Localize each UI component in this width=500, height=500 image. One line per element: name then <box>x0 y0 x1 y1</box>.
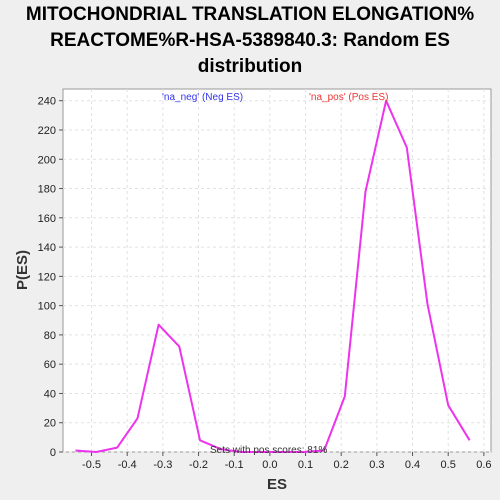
x-tick-label: 0.3 <box>369 459 384 471</box>
title-line-2: REACTOME%R-HSA-5389840.3: Random ES <box>50 30 450 51</box>
y-tick-label: 80 <box>44 330 56 342</box>
y-tick-label: 120 <box>38 271 56 283</box>
x-tick-label: 0.6 <box>476 459 491 471</box>
title-line-1: MITOCHONDRIAL TRANSLATION ELONGATION% <box>25 4 475 25</box>
es-distribution-line <box>75 99 471 453</box>
legend-neg: 'na_neg' (Neg ES) <box>162 92 243 103</box>
x-axis-label: ES <box>267 476 287 493</box>
y-tick-label: 200 <box>38 154 56 166</box>
x-tick-label: 0.1 <box>298 459 313 471</box>
y-tick-label: 220 <box>38 125 56 137</box>
y-tick-label: 20 <box>44 418 56 430</box>
x-tick-label: -0.1 <box>225 459 244 471</box>
x-tick-label: -0.3 <box>153 459 172 471</box>
x-tick-label: 0.5 <box>441 459 456 471</box>
y-tick-label: 140 <box>38 242 56 254</box>
x-axis-ticks: -0.5 -0.4 -0.3 -0.2 -0.1 0.0 0.1 0.2 0.3 0.4 0.5 0.… <box>82 452 492 471</box>
chart-title: MITOCHONDRIAL TRANSLATION ELONGATION% RE… <box>0 2 500 80</box>
legend-pos: 'na_pos' (Pos ES) <box>309 92 388 103</box>
pos-scores-annotation: Sets with pos scores: 81% <box>210 445 327 456</box>
y-tick-label: 60 <box>44 359 56 371</box>
y-tick-label: 180 <box>38 184 56 196</box>
x-tick-label: -0.2 <box>189 459 208 471</box>
y-axis-label: P(ES) <box>14 250 31 290</box>
y-axis-ticks: 0 20 40 60 80 100 120 140 160 180 200 220 240 <box>38 96 63 459</box>
grid-lines <box>63 89 491 453</box>
plot-area <box>62 88 492 453</box>
x-tick-label: -0.4 <box>118 459 137 471</box>
y-tick-label: 240 <box>38 96 56 108</box>
x-tick-label: 0.4 <box>405 459 420 471</box>
title-line-3: distribution <box>197 56 303 77</box>
series-lines <box>75 99 471 453</box>
y-tick-label: 40 <box>44 388 56 400</box>
x-tick-label: -0.5 <box>82 459 101 471</box>
y-tick-label: 100 <box>38 301 56 313</box>
x-tick-label: 0.2 <box>334 459 349 471</box>
y-tick-label: 160 <box>38 213 56 225</box>
x-tick-label: 0.0 <box>262 459 277 471</box>
y-tick-label: 0 <box>50 447 56 459</box>
